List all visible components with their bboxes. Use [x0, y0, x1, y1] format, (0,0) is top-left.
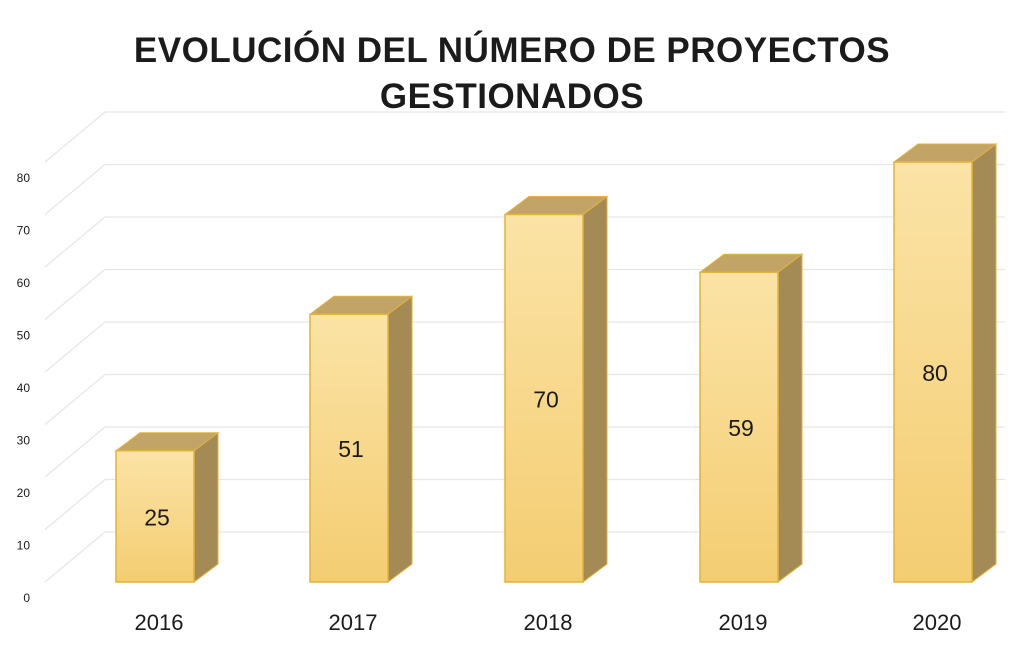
gridline [44, 163, 1005, 215]
bar [503, 195, 609, 583]
y-tick-label: 60 [17, 276, 31, 290]
bar-side [582, 195, 608, 583]
x-tick-label: 2018 [524, 610, 573, 635]
bar-front [504, 213, 584, 583]
y-tick-label: 70 [17, 224, 31, 238]
data-label: 59 [728, 415, 754, 441]
x-tick-label: 2017 [329, 610, 378, 635]
x-tick-label: 2020 [913, 610, 962, 635]
gridline [44, 216, 1005, 268]
bar-front [893, 161, 973, 583]
y-tick-label: 80 [17, 171, 31, 185]
bar-side [193, 431, 219, 583]
bar-side [777, 253, 803, 583]
bar-front [699, 271, 779, 583]
y-tick-label: 40 [17, 381, 31, 395]
data-label: 80 [922, 360, 948, 386]
y-tick-label: 10 [17, 539, 31, 553]
y-tick-label: 0 [23, 591, 30, 605]
y-tick-label: 30 [17, 434, 31, 448]
chart-title-line-2: GESTIONADOS [379, 77, 645, 116]
x-tick-label: 2019 [719, 610, 768, 635]
bar-front [309, 313, 389, 583]
x-tick-label: 2016 [135, 610, 184, 635]
chart-title: EVOLUCIÓN DEL NÚMERO DE PROYECTOS GESTIO… [0, 28, 1024, 120]
y-tick-label: 50 [17, 329, 31, 343]
gridline [44, 111, 1005, 163]
bar [114, 431, 220, 583]
bar [698, 253, 804, 583]
bar [308, 295, 414, 583]
data-label: 51 [338, 436, 364, 462]
bar-front [115, 450, 195, 583]
data-label: 25 [144, 504, 170, 530]
bar-side [387, 295, 413, 583]
y-tick-label: 20 [17, 486, 31, 500]
data-label: 70 [533, 386, 559, 412]
bar-side [971, 143, 997, 583]
bar [892, 143, 998, 583]
chart-title-line-1: EVOLUCIÓN DEL NÚMERO DE PROYECTOS [133, 31, 891, 70]
